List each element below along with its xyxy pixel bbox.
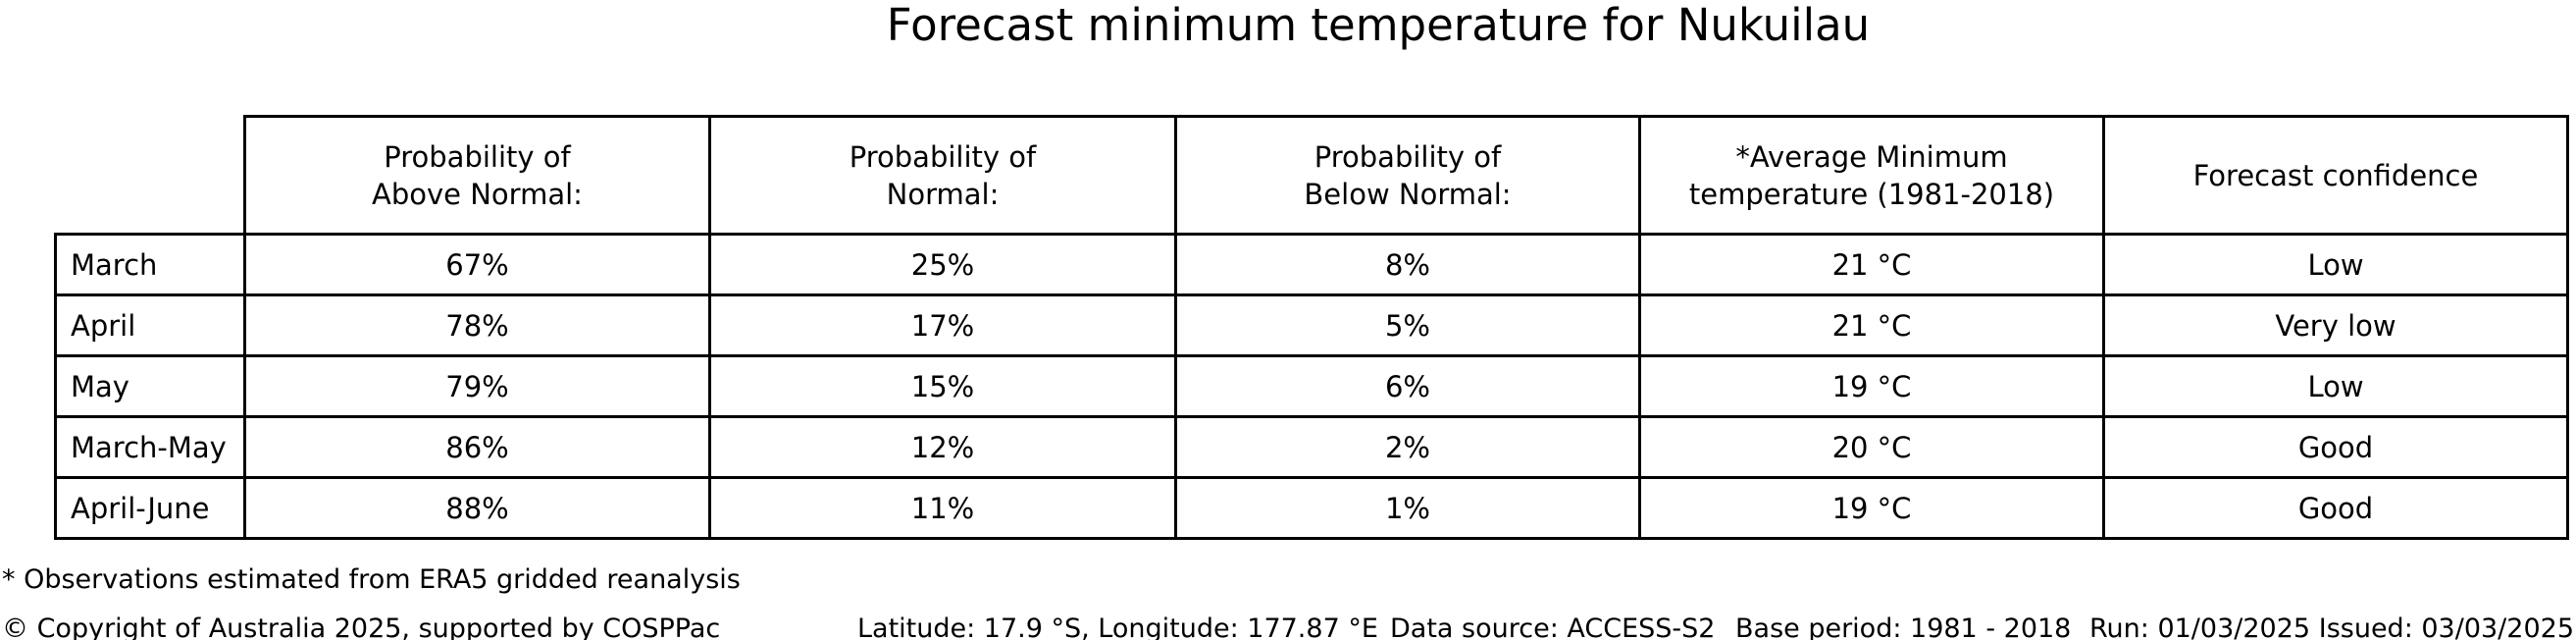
cell-above-normal: 67% [243, 233, 711, 296]
row-label: March-May [54, 415, 246, 479]
issued-date-text: Issued: 03/03/2025 [2318, 613, 2574, 640]
cell-above-normal: 88% [243, 476, 711, 540]
cell-normal: 25% [708, 233, 1177, 296]
table-row-april: April 78% 17% 5% 21 °C Very low [54, 293, 2569, 357]
cell-below-normal: 2% [1174, 415, 1641, 479]
cell-below-normal: 8% [1174, 233, 1641, 296]
col-header-normal: Probability of Normal: [708, 115, 1177, 236]
table-row-may: May 79% 15% 6% 19 °C Low [54, 354, 2569, 418]
table-row-march: March 67% 25% 8% 21 °C Low [54, 233, 2569, 296]
cell-normal: 11% [708, 476, 1177, 540]
corner-empty-cell [56, 117, 245, 235]
row-label: May [54, 354, 246, 418]
base-period-text: Base period: 1981 - 2018 [1735, 613, 2072, 640]
cell-below-normal: 1% [1174, 476, 1641, 540]
cell-normal: 15% [708, 354, 1177, 418]
cell-forecast-confidence: Good [2102, 476, 2569, 540]
lat-lon-text: Latitude: 17.9 °S, Longitude: 177.87 °E [857, 613, 1378, 640]
cell-average-min-temp: 19 °C [1638, 354, 2105, 418]
col-header-forecast-confidence: Forecast confidence [2102, 115, 2569, 236]
cell-below-normal: 5% [1174, 293, 1641, 357]
figure-title: Forecast minimum temperature for Nukuila… [886, 0, 1871, 51]
cell-below-normal: 6% [1174, 354, 1641, 418]
cell-forecast-confidence: Low [2102, 354, 2569, 418]
cell-average-min-temp: 20 °C [1638, 415, 2105, 479]
cell-forecast-confidence: Very low [2102, 293, 2569, 357]
cell-normal: 17% [708, 293, 1177, 357]
cell-average-min-temp: 21 °C [1638, 293, 2105, 357]
cell-forecast-confidence: Good [2102, 415, 2569, 479]
footer-line: © Copyright of Australia 2025, supported… [0, 614, 2576, 640]
cell-average-min-temp: 19 °C [1638, 476, 2105, 540]
row-label: March [54, 233, 246, 296]
table-row-april-june: April-June 88% 11% 1% 19 °C Good [54, 476, 2569, 540]
col-header-average-min-temp: *Average Minimum temperature (1981-2018) [1638, 115, 2105, 236]
row-label: April-June [54, 476, 246, 540]
cell-above-normal: 79% [243, 354, 711, 418]
row-label: April [54, 293, 246, 357]
cell-forecast-confidence: Low [2102, 233, 2569, 296]
copyright-text: © Copyright of Australia 2025, supported… [2, 613, 721, 640]
table-row-march-may: March-May 86% 12% 2% 20 °C Good [54, 415, 2569, 479]
table-header-row: Probability of Above Normal: Probability… [56, 115, 2569, 236]
cell-normal: 12% [708, 415, 1177, 479]
col-header-below-normal: Probability of Below Normal: [1174, 115, 1641, 236]
cell-above-normal: 78% [243, 293, 711, 357]
observations-footnote: * Observations estimated from ERA5 gridd… [2, 564, 741, 595]
forecast-table: Probability of Above Normal: Probability… [54, 115, 2569, 540]
cell-above-normal: 86% [243, 415, 711, 479]
data-source-text: Data source: ACCESS-S2 [1390, 613, 1716, 640]
cell-average-min-temp: 21 °C [1638, 233, 2105, 296]
col-header-above-normal: Probability of Above Normal: [243, 115, 711, 236]
run-date-text: Run: 01/03/2025 [2089, 613, 2311, 640]
